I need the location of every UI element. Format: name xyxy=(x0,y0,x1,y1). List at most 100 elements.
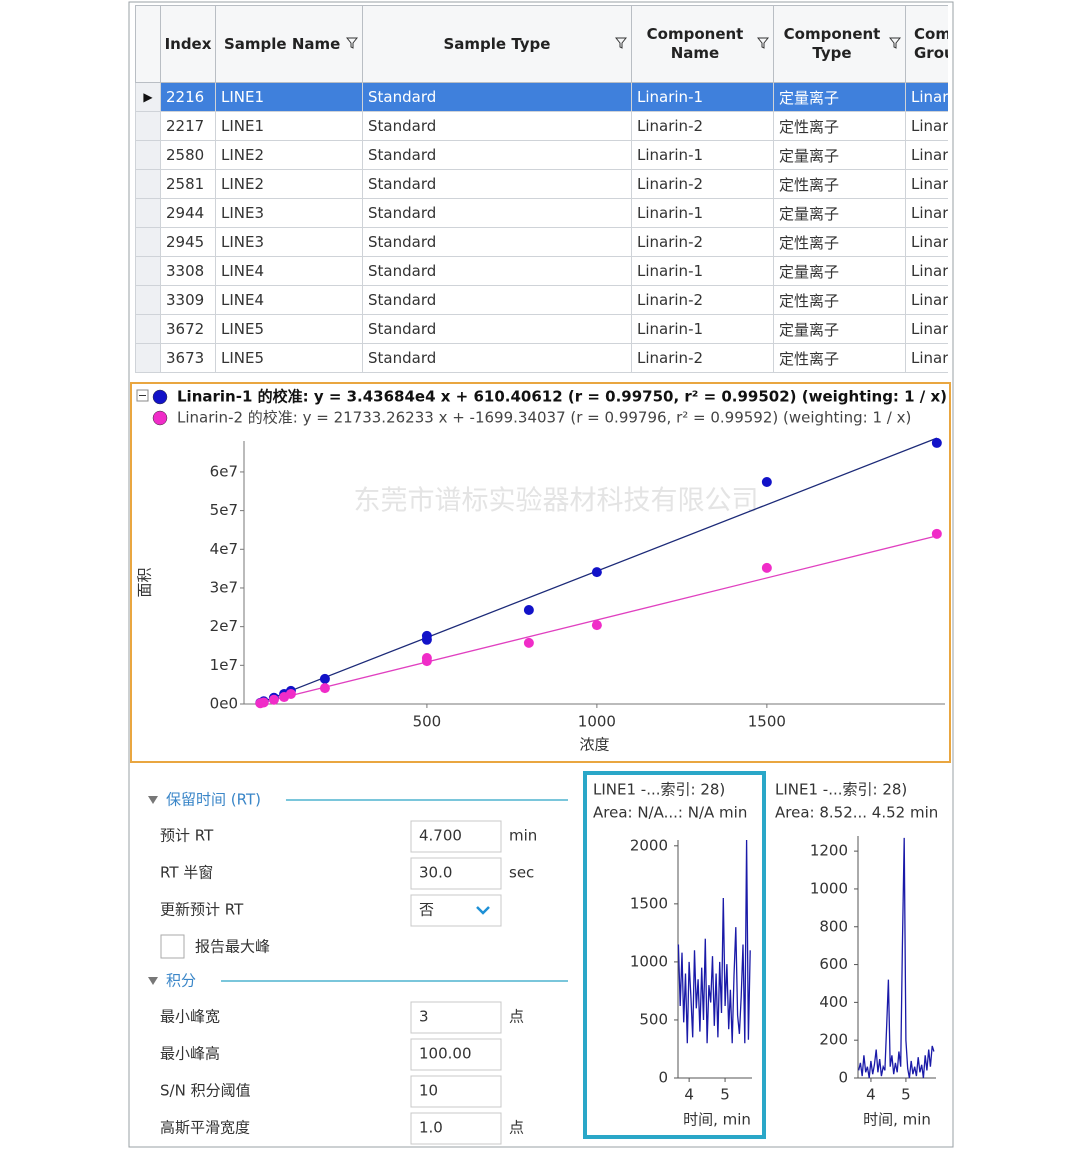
results-grid: Index Sample Name Sample Type Component … xyxy=(135,5,948,375)
data-point[interactable] xyxy=(931,437,942,448)
y-tick-label: 3e7 xyxy=(210,578,238,596)
y-tick-label: 0 xyxy=(838,1069,848,1087)
legend-marker xyxy=(152,410,168,426)
y-tick-label: 500 xyxy=(639,1010,668,1028)
data-point[interactable] xyxy=(421,630,432,641)
data-point[interactable] xyxy=(319,683,330,694)
input-box[interactable] xyxy=(410,820,502,853)
table-cell: Linarin-1 xyxy=(631,82,774,112)
y-tick-label: 1200 xyxy=(810,842,848,860)
y-tick-label: 200 xyxy=(819,1031,848,1049)
table-cell: Linarin xyxy=(905,82,948,112)
data-point[interactable] xyxy=(761,562,772,573)
table-cell: 3672 xyxy=(160,314,216,344)
y-tick-label: 800 xyxy=(819,917,848,935)
data-point[interactable] xyxy=(523,637,534,648)
field-value: 3 xyxy=(419,1008,429,1026)
table-cell: LINE5 xyxy=(215,343,363,373)
table-cell: 2944 xyxy=(160,198,216,228)
x-tick-label: 1500 xyxy=(748,713,786,731)
column-title: Sample Name xyxy=(224,34,341,53)
filter-icon[interactable] xyxy=(757,37,769,49)
field-label: 更新预计 RT xyxy=(160,901,244,919)
data-point[interactable] xyxy=(421,652,432,663)
data-point[interactable] xyxy=(931,528,942,539)
section-toggle[interactable] xyxy=(148,977,158,985)
header-row: Index Sample Name Sample Type Component … xyxy=(135,5,948,83)
column-title: Component Name xyxy=(646,25,744,62)
data-point[interactable] xyxy=(285,688,296,699)
table-cell: Linarin xyxy=(905,169,948,199)
data-point[interactable] xyxy=(268,694,279,705)
table-cell: 2216 xyxy=(160,82,216,112)
column-title: Sample Type xyxy=(443,34,551,53)
calibration-panel xyxy=(130,382,951,763)
chromatogram-title: LINE1 -...索引: 28) xyxy=(775,781,907,799)
column-header[interactable]: Sample Type xyxy=(362,5,632,83)
column-title: Component Type xyxy=(783,25,881,62)
input-box[interactable] xyxy=(410,1112,502,1145)
table-cell: 定性离子 xyxy=(773,227,906,257)
column-header[interactable]: Component Name xyxy=(631,5,774,83)
table-cell: 2945 xyxy=(160,227,216,257)
column-header[interactable]: Component Group xyxy=(905,5,948,83)
data-point[interactable] xyxy=(523,605,534,616)
table-cell: Linarin-2 xyxy=(631,285,774,315)
table-cell: 定量离子 xyxy=(773,82,906,112)
table-cell: 3673 xyxy=(160,343,216,373)
results-table: Index Sample Name Sample Type Component … xyxy=(135,5,948,373)
column-header[interactable]: Sample Name xyxy=(215,5,363,83)
input-box[interactable] xyxy=(410,1001,502,1034)
column-header[interactable]: Index xyxy=(160,5,216,83)
field-unit: min xyxy=(509,827,537,845)
y-tick-label: 600 xyxy=(819,955,848,973)
input-box[interactable] xyxy=(410,857,502,890)
field-unit: 点 xyxy=(509,1119,524,1137)
y-tick-label: 1000 xyxy=(810,879,848,897)
row-indicator xyxy=(135,111,161,141)
legend-marker xyxy=(152,389,168,405)
data-point[interactable] xyxy=(258,697,269,708)
selected-chromatogram-frame[interactable] xyxy=(583,771,766,1139)
table-cell: Linarin-1 xyxy=(631,198,774,228)
column-header[interactable]: Component Type xyxy=(773,5,906,83)
x-axis-label: 浓度 xyxy=(579,736,609,754)
x-axis-label: 时间, min xyxy=(863,1111,931,1129)
data-point[interactable] xyxy=(591,620,602,631)
data-point[interactable] xyxy=(761,476,772,487)
column-title: Index xyxy=(164,34,212,53)
table-cell: 定性离子 xyxy=(773,111,906,141)
field-value: 1.0 xyxy=(419,1119,443,1137)
row-indicator xyxy=(135,140,161,170)
field-value: 否 xyxy=(419,901,434,919)
table-cell: Linarin-1 xyxy=(631,140,774,170)
input-box[interactable] xyxy=(410,1075,502,1108)
table-cell: 定性离子 xyxy=(773,169,906,199)
filter-icon[interactable] xyxy=(889,37,901,49)
table-cell: Standard xyxy=(362,314,632,344)
data-point[interactable] xyxy=(319,673,330,684)
field-label: 最小峰高 xyxy=(160,1045,220,1063)
field-value: 10 xyxy=(419,1082,438,1100)
legend-label: Linarin-2 的校准: y = 21733.26233 x + -1699… xyxy=(177,409,911,427)
checkbox[interactable] xyxy=(160,934,185,959)
section-toggle[interactable] xyxy=(148,796,158,804)
table-cell: Standard xyxy=(362,285,632,315)
filter-icon[interactable] xyxy=(346,37,358,49)
x-tick-label: 4 xyxy=(866,1086,876,1104)
table-cell: Linarin-2 xyxy=(631,227,774,257)
input-box[interactable] xyxy=(410,1038,502,1071)
filter-icon[interactable] xyxy=(615,37,627,49)
data-point[interactable] xyxy=(591,567,602,578)
table-cell: 定性离子 xyxy=(773,285,906,315)
